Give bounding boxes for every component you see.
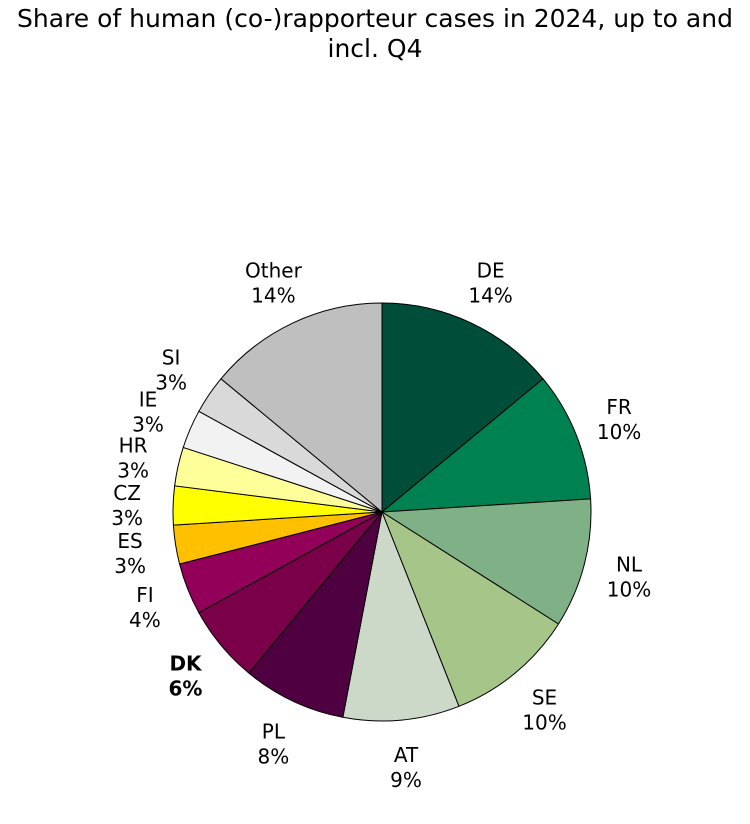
slice-label-si: SI 3%	[155, 346, 187, 395]
slice-label-de: DE 14%	[468, 258, 512, 307]
slice-label-fi: FI 4%	[129, 583, 161, 632]
slice-label-percent: 10%	[597, 420, 641, 444]
slice-label-percent: 4%	[129, 608, 161, 632]
pie-slices	[172, 302, 592, 722]
slice-label-name: PL	[262, 720, 286, 744]
slice-label-se: SE 10%	[522, 686, 566, 735]
slice-label-name: Other	[245, 258, 303, 282]
slice-label-percent: 10%	[607, 577, 651, 601]
slice-label-name: SI	[162, 346, 181, 370]
slice-label-percent: 3%	[132, 413, 164, 437]
chart-title-line-1: Share of human (co-)rapporteur cases in …	[17, 4, 733, 33]
slice-label-cz: CZ 3%	[111, 481, 143, 530]
slice-label-percent: 3%	[155, 371, 187, 395]
slice-label-percent: 10%	[522, 711, 566, 735]
slice-label-percent: 14%	[251, 283, 295, 307]
pie-slice-nl	[380, 498, 592, 625]
pie-slice-se	[380, 510, 560, 707]
slice-label-name: HR	[119, 433, 148, 457]
chart-title: Share of human (co-)rapporteur cases in …	[0, 4, 750, 64]
slice-label-hr: HR 3%	[117, 433, 149, 482]
slice-label-percent: 6%	[169, 677, 203, 701]
pie-slice-de	[381, 302, 544, 514]
slice-label-percent: 8%	[258, 745, 290, 769]
slice-label-es: ES 3%	[114, 529, 146, 578]
pie-slice-at	[342, 510, 460, 722]
slice-label-name: IE	[139, 388, 158, 412]
slice-label-ie: IE 3%	[132, 388, 164, 437]
slice-label-percent: 3%	[117, 458, 149, 482]
slice-label-percent: 9%	[390, 768, 422, 792]
slice-label-name: FR	[606, 395, 632, 419]
slice-label-name: ES	[117, 529, 142, 553]
slice-label-name: DE	[477, 258, 505, 282]
slice-label-name: AT	[394, 743, 419, 767]
slice-label-pl: PL 8%	[258, 720, 290, 769]
pie-slice-fr	[380, 378, 592, 513]
slice-label-name: NL	[616, 552, 643, 576]
pie-slice-pl	[248, 511, 383, 718]
slice-label-percent: 14%	[468, 283, 512, 307]
slice-label-nl: NL 10%	[607, 552, 651, 601]
slice-label-dk: DK 6%	[169, 652, 204, 701]
slice-label-percent: 3%	[111, 506, 143, 530]
slice-label-percent: 3%	[114, 554, 146, 578]
slice-label-at: AT 9%	[390, 743, 422, 792]
slice-label-fr: FR 10%	[597, 395, 641, 444]
slice-label-other: Other 14%	[245, 258, 303, 307]
pie-labels: DE 14%FR 10%NL 10%SE 10%AT 9%PL 8%DK 6%FI 4%ES 3%…	[111, 258, 651, 792]
slice-label-name: SE	[532, 686, 557, 710]
pie-slice-other	[220, 302, 383, 514]
slice-label-name: FI	[136, 583, 153, 607]
slice-label-name: CZ	[113, 481, 141, 505]
slice-label-name: DK	[169, 652, 203, 676]
chart-title-line-2: incl. Q4	[327, 34, 423, 63]
